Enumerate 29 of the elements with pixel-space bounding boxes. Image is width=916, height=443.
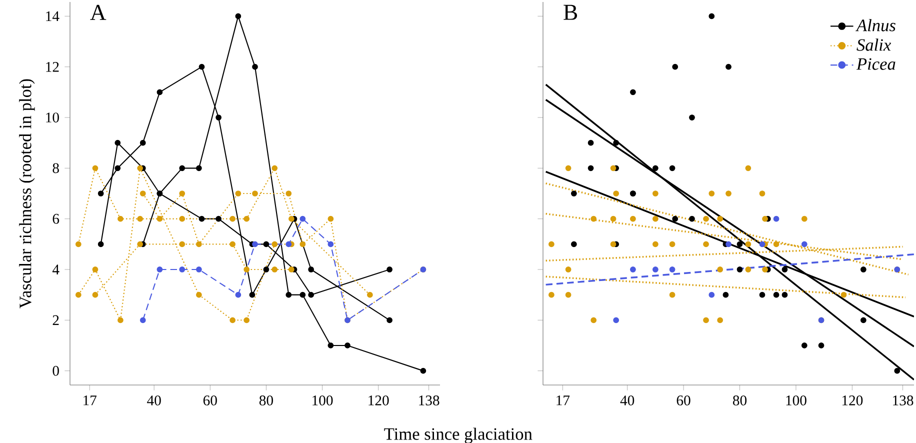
chart-title: A bbox=[90, 4, 106, 20]
x-tick-label: 17 bbox=[84, 395, 97, 406]
x-tick-label: 60 bbox=[676, 396, 690, 406]
x-tick-label: 40 bbox=[620, 396, 634, 406]
y-tick-label: 8 bbox=[52, 163, 59, 174]
x-tick-label: 100 bbox=[312, 396, 333, 406]
x-tick-label: 138 bbox=[893, 396, 914, 406]
x-tick-label: 120 bbox=[368, 396, 389, 406]
y-tick-label: 0 bbox=[52, 366, 59, 376]
y-tick-label: 6 bbox=[52, 214, 60, 224]
legend-label: Salix bbox=[856, 38, 892, 51]
x-tick-label: 40 bbox=[147, 396, 161, 406]
y-tick-label: 14 bbox=[46, 11, 60, 22]
x-tick-label: 100 bbox=[786, 396, 806, 406]
legend-label: Alnus bbox=[856, 19, 896, 32]
x-tick-label: 80 bbox=[732, 396, 747, 406]
x-axis-title: Time since glaciation bbox=[384, 428, 532, 443]
x-tick-label: 60 bbox=[203, 396, 217, 406]
x-tick-label: 120 bbox=[842, 396, 863, 406]
y-tick-label: 4 bbox=[52, 264, 60, 274]
y-tick-label: 12 bbox=[46, 62, 59, 72]
y-tick-label: 2 bbox=[52, 315, 59, 326]
y-axis-title: Vascular richness (rooted in plot) bbox=[19, 79, 35, 308]
y-tick-label: 10 bbox=[46, 112, 59, 122]
x-tick-label: 17 bbox=[556, 395, 570, 406]
legend-label: Picea bbox=[856, 58, 896, 70]
x-tick-label: 80 bbox=[259, 396, 273, 406]
chart-title: B bbox=[564, 4, 578, 20]
x-tick-label: 138 bbox=[419, 396, 440, 406]
